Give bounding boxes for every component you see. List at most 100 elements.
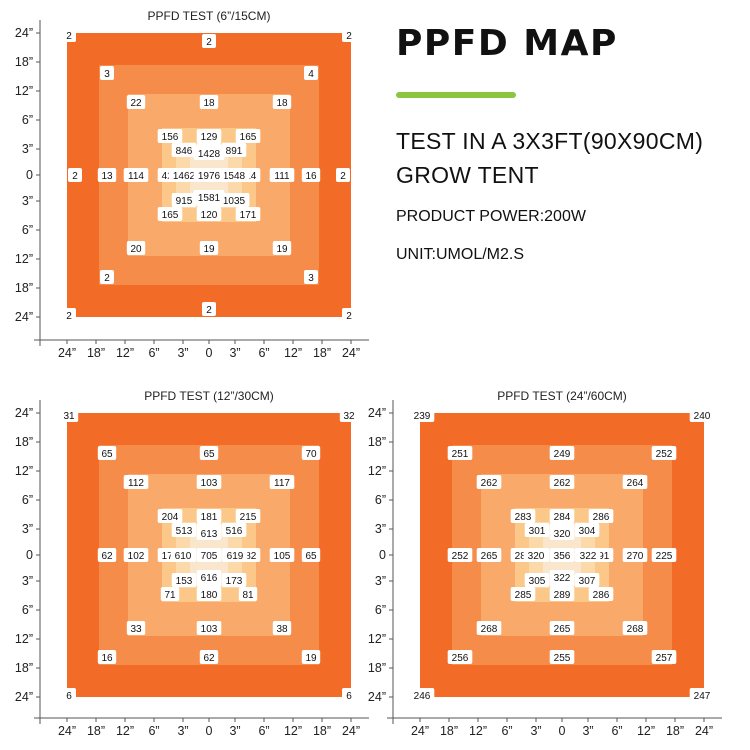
data-label-value: 171 [240, 210, 257, 221]
data-label-box [199, 446, 219, 460]
y-tick-label: 24” [15, 690, 33, 704]
data-label-value: 32 [343, 411, 355, 422]
data-label: 1581 [193, 190, 225, 204]
y-tick-label: 12” [15, 84, 33, 98]
data-label-value: 18 [276, 98, 288, 109]
data-label-value: 65 [101, 449, 113, 460]
y-tick-label: 12” [15, 632, 33, 646]
data-label: 215 [235, 509, 261, 523]
data-label-box [218, 168, 250, 182]
data-label: 915 [171, 193, 197, 207]
data-label-value: 2 [346, 311, 352, 322]
data-label-box [196, 207, 222, 221]
data-label: 165 [235, 129, 261, 143]
x-tick-label: 6” [501, 724, 512, 738]
data-label: 283 [510, 509, 536, 523]
x-tick-label: 24” [695, 724, 713, 738]
data-label: 117 [269, 475, 295, 489]
data-label-value: 2 [66, 311, 72, 322]
data-label: 102 [123, 548, 149, 562]
data-label-box [171, 523, 197, 537]
data-label-value: 182 [240, 551, 257, 562]
data-label: 257 [651, 650, 677, 664]
data-label-box [476, 548, 502, 562]
data-label: 616 [196, 570, 222, 584]
data-label: 38 [272, 621, 292, 635]
data-label-box [199, 95, 219, 109]
data-label-box [476, 475, 502, 489]
data-label-value: 513 [176, 526, 193, 537]
data-label: 264 [622, 475, 648, 489]
data-label-value: 4 [308, 69, 314, 80]
data-label-value: 286 [593, 512, 610, 523]
data-label: 13 [97, 168, 117, 182]
y-tick-label: 18” [368, 435, 386, 449]
x-tick-label: 12” [284, 346, 302, 360]
data-label-value: 246 [414, 691, 431, 702]
data-label-value: 6 [66, 691, 72, 702]
data-label: 307 [574, 573, 600, 587]
data-label: 301 [524, 523, 550, 537]
data-label-value: 610 [175, 551, 192, 562]
data-label-box [476, 621, 502, 635]
test-description-line2: GROW TENT [396, 162, 539, 188]
data-label: 356 [549, 548, 575, 562]
data-label-value: 268 [481, 624, 498, 635]
data-label-value: 204 [162, 512, 179, 523]
data-label-value: 19 [276, 244, 288, 255]
data-label-value: 252 [452, 551, 469, 562]
y-tick-label: 0 [26, 168, 33, 182]
y-tick-label: 3” [22, 142, 33, 156]
data-label-value: 320 [528, 551, 545, 562]
data-label: 1976 [193, 168, 225, 182]
data-label-value: 153 [176, 576, 193, 587]
data-label-value: 619 [227, 551, 244, 562]
x-tick-label: 18” [440, 724, 458, 738]
y-tick-label: 3” [22, 574, 33, 588]
data-label-box [97, 650, 117, 664]
data-label: 18 [199, 95, 219, 109]
data-label: 2 [62, 28, 76, 42]
data-label-value: 1462 [173, 171, 196, 182]
x-tick-label: 12” [469, 724, 487, 738]
y-tick-label: 0 [26, 548, 33, 562]
data-label-box [123, 168, 149, 182]
data-label: 285 [510, 587, 536, 601]
product-power: PRODUCT POWER:200W [396, 208, 586, 225]
data-label-value: 19 [305, 653, 317, 664]
data-label-value: 18 [203, 98, 215, 109]
data-label: 516 [221, 523, 247, 537]
data-label: 249 [549, 446, 575, 460]
data-label: 20 [126, 241, 146, 255]
y-tick-label: 12” [15, 252, 33, 266]
data-label-value: 114 [128, 171, 144, 182]
data-label: 2 [202, 302, 216, 316]
data-label-value: 111 [274, 171, 290, 182]
data-label: 286 [588, 509, 614, 523]
data-label-value: 2 [104, 273, 110, 284]
data-label: 31 [59, 408, 79, 422]
data-label-value: 286 [593, 590, 610, 601]
x-tick-label: 3” [530, 724, 541, 738]
data-label: 171 [235, 207, 261, 221]
data-label-box [549, 587, 575, 601]
data-label-box [524, 573, 550, 587]
data-label-box [221, 523, 247, 537]
data-label: 289 [549, 587, 575, 601]
data-label-value: 117 [274, 478, 290, 489]
data-label-box [622, 621, 648, 635]
x-tick-label: 3” [229, 724, 240, 738]
data-label-value: 16 [101, 653, 113, 664]
data-label-box [510, 587, 536, 601]
data-label: 270 [622, 548, 648, 562]
data-label: 120 [196, 207, 222, 221]
data-label: 891 [221, 143, 247, 157]
data-label-value: 705 [201, 551, 218, 562]
data-label-value: 240 [694, 411, 711, 422]
data-label-value: 1548 [223, 171, 246, 182]
data-label-box [160, 587, 180, 601]
data-label: 252 [651, 446, 677, 460]
data-label-box [447, 650, 473, 664]
data-label: 240 [689, 408, 715, 422]
data-label-box [549, 446, 575, 460]
